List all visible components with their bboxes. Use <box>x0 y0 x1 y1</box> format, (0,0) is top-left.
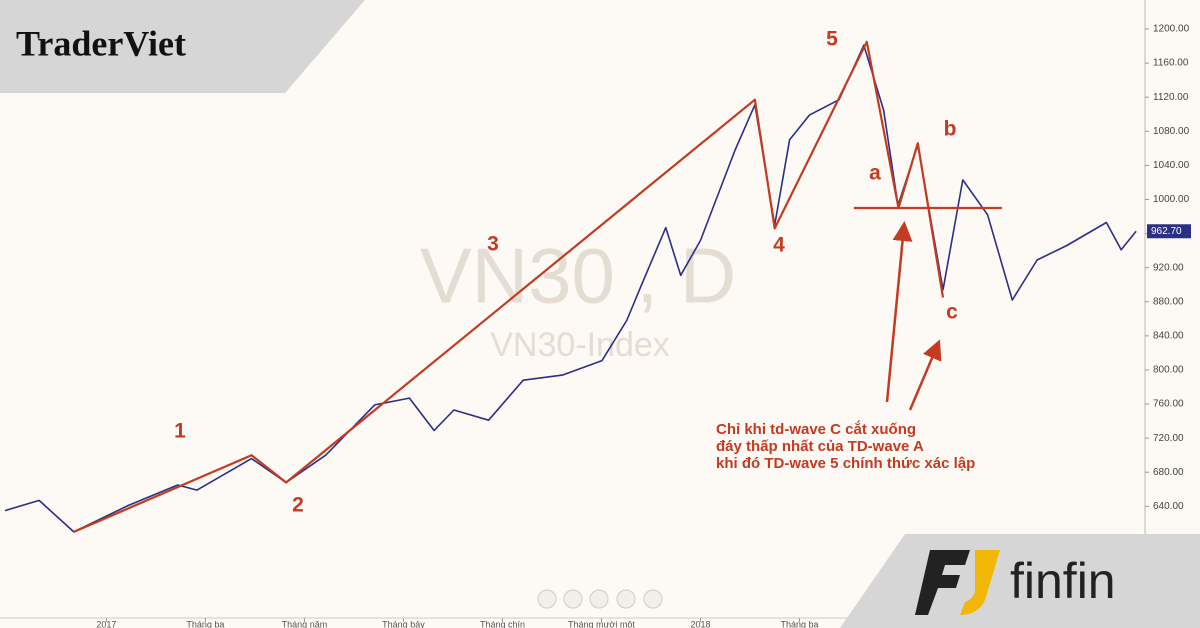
brand-right: finfin <box>1010 553 1116 609</box>
y-tick-label: 760.00 <box>1153 399 1184 410</box>
note-line: Chỉ khi td-wave C cắt xuống <box>716 420 916 438</box>
y-tick-label: 1040.00 <box>1153 160 1190 171</box>
note-line: khi đó TD-wave 5 chính thức xác lập <box>716 455 975 472</box>
x-tick-label: Tháng ba <box>780 619 818 628</box>
logo-icon <box>960 550 1000 615</box>
nav-button[interactable] <box>616 589 636 609</box>
x-tick-label: 2017 <box>96 619 116 628</box>
wave-line <box>73 40 945 533</box>
y-tick-label: 1200.00 <box>1153 24 1190 35</box>
wave-label: b <box>944 118 957 141</box>
arrow <box>908 339 942 411</box>
nav-button[interactable] <box>563 589 583 609</box>
y-tick-label: 1080.00 <box>1153 126 1190 137</box>
y-tick-label: 640.00 <box>1153 501 1184 512</box>
y-tick-label: 1000.00 <box>1153 194 1190 205</box>
wave-label: 2 <box>292 494 304 517</box>
y-tick-label: 720.00 <box>1153 433 1184 444</box>
y-tick-label: 920.00 <box>1153 262 1184 273</box>
wave-label: c <box>946 301 958 324</box>
last-price-label: 962.70 <box>1151 226 1182 237</box>
wave-label: a <box>869 162 881 185</box>
logo-band <box>0 0 365 93</box>
nav-button[interactable] <box>589 589 609 609</box>
watermark: VN30-Index <box>490 326 670 364</box>
wave-label: 4 <box>773 234 785 257</box>
logo-icon <box>915 550 970 615</box>
x-tick-label: Tháng mười một <box>568 619 635 628</box>
y-tick-label: 800.00 <box>1153 365 1184 376</box>
nav-buttons <box>537 589 663 609</box>
wave-label: 5 <box>826 28 838 51</box>
plot <box>4 40 1137 533</box>
y-tick-label: 880.00 <box>1153 296 1184 307</box>
y-tick-label: 1120.00 <box>1153 92 1189 103</box>
brand-left: TraderViet <box>16 23 186 63</box>
wave-label: 1 <box>174 420 186 443</box>
wave-label: 3 <box>487 233 499 256</box>
x-tick-label: Tháng năm <box>282 619 328 628</box>
last-price-tag <box>1147 224 1191 239</box>
y-tick-label: 1160.00 <box>1153 58 1189 69</box>
x-tick-label: Tháng bảy <box>382 619 425 628</box>
nav-button[interactable] <box>643 589 663 609</box>
arrow <box>885 221 913 403</box>
y-tick-label: 840.00 <box>1153 330 1184 341</box>
x-tick-label: Tháng ba <box>186 619 224 628</box>
watermark: VN30 , D <box>420 232 736 320</box>
note-line: đáy thấp nhất của TD-wave A <box>716 438 924 455</box>
x-tick-label: Tháng chín <box>480 619 525 628</box>
nav-button[interactable] <box>537 589 557 609</box>
x-tick-label: 2018 <box>690 619 710 628</box>
y-tick-label: 680.00 <box>1153 467 1184 478</box>
